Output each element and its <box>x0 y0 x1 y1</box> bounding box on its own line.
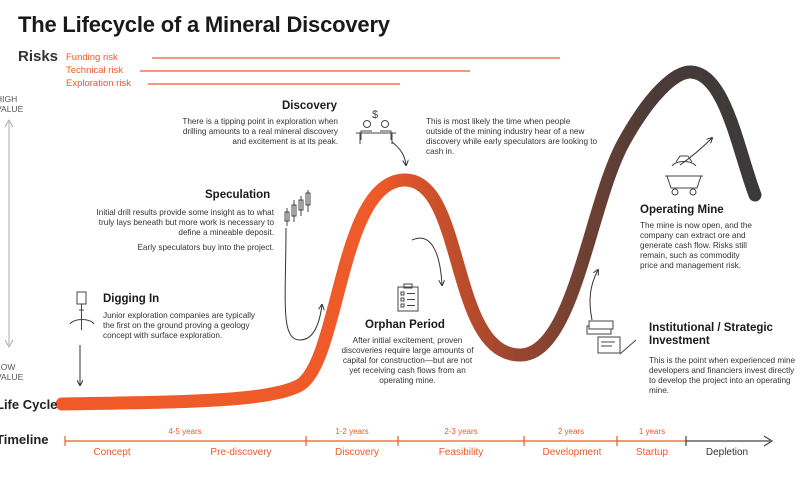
stage-pre-discovery: Pre-discovery <box>210 447 272 458</box>
operating-mine-arrow <box>679 138 712 166</box>
speculation-text: Initial drill results provide some insig… <box>96 208 274 237</box>
life-cycle-label: Life Cycle <box>0 397 58 412</box>
technical-risk-label: Technical risk <box>66 65 124 76</box>
funding-risk-label: Funding risk <box>66 52 118 63</box>
value-axis-top-arrow <box>4 119 14 128</box>
mine-cart-icon <box>665 155 703 196</box>
svg-text:$: $ <box>372 109 378 121</box>
page-title: The Lifecycle of a Mineral Discovery <box>18 12 390 37</box>
clipboard-checklist-icon <box>397 283 419 312</box>
duration-feasibility: 2-3 years <box>444 427 478 436</box>
duration-development: 2 years <box>557 427 585 436</box>
institutional-text: This is the point when experienced mine … <box>649 356 796 395</box>
discovery-arrow <box>391 141 406 165</box>
low-value-label: LOW VALUE <box>0 362 24 382</box>
value-axis-bottom-arrow <box>4 339 14 348</box>
orphan-period-heading: Orphan Period <box>365 319 445 331</box>
drill-icon <box>69 291 95 330</box>
investors-meeting-icon: $ <box>356 109 396 144</box>
stage-development: Development <box>542 447 602 458</box>
high-value-label: HIGH VALUE <box>0 94 24 114</box>
exploration-risk-label: Exploration risk <box>66 78 131 89</box>
digging-in-text: Junior exploration companies are typical… <box>103 311 256 340</box>
risks-label: Risks <box>18 48 59 65</box>
money-contract-icon <box>586 320 637 355</box>
duration-startup: 1 years <box>638 427 666 436</box>
candlestick-chart-icon <box>284 190 311 226</box>
timeline-ticks <box>64 436 687 446</box>
stage-startup: Startup <box>635 447 669 458</box>
digging-in-heading: Digging In <box>103 293 160 305</box>
discovery-note: This is most likely the time when people… <box>426 117 598 156</box>
timeline-arrowhead <box>763 435 774 447</box>
institutional-arrow <box>589 270 598 321</box>
institutional-heading: Institutional / Strategic Investment <box>649 322 773 347</box>
orphan-arrow <box>411 237 442 285</box>
speculation-heading: Speculation <box>205 189 271 201</box>
speculation-arrow <box>284 227 322 341</box>
lifecycle-curve <box>55 65 762 411</box>
stage-depletion: Depletion <box>705 447 749 458</box>
duration-discovery: 1-2 years <box>335 427 369 436</box>
discovery-text: There is a tipping point in exploration … <box>182 117 338 146</box>
timeline-label: Timeline <box>0 432 49 447</box>
stage-concept: Concept <box>93 447 131 458</box>
operating-mine-text: The mine is now open, and the company ca… <box>640 221 752 270</box>
operating-mine-heading: Operating Mine <box>640 204 724 216</box>
stage-discovery: Discovery <box>335 447 379 458</box>
discovery-heading: Discovery <box>282 100 337 112</box>
duration-concept-prediscovery: 4-5 years <box>168 427 202 436</box>
orphan-period-text: After initial excitement, proven discove… <box>341 336 474 385</box>
stage-feasibility: Feasibility <box>438 447 484 458</box>
speculation-text-2: Early speculators buy into the project. <box>137 243 274 252</box>
